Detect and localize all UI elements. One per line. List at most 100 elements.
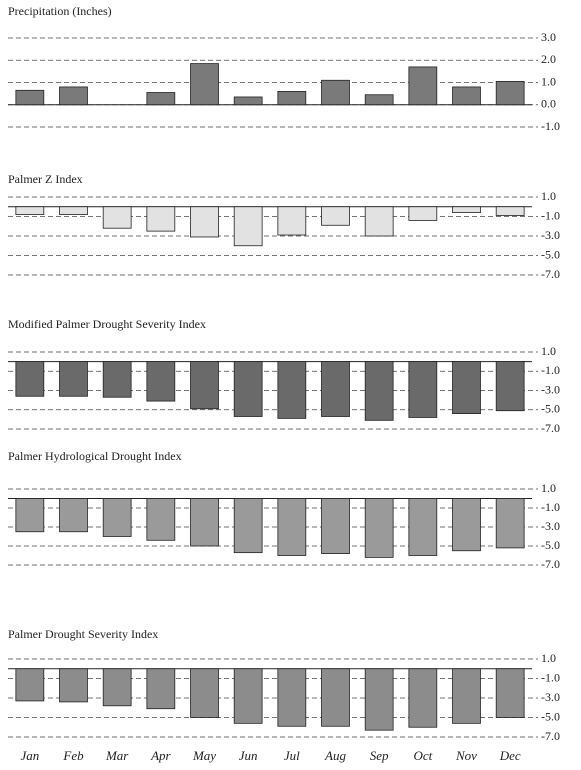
- bar: [321, 668, 350, 727]
- x-tick-label: Dec: [499, 748, 521, 763]
- y-tick-label: 1.0: [541, 344, 556, 358]
- bar: [146, 206, 176, 232]
- bar: [495, 361, 525, 412]
- y-tick-label: 1.0: [541, 189, 556, 203]
- bar: [495, 206, 525, 216]
- bar: [146, 361, 176, 402]
- bar: [15, 668, 45, 702]
- bar: [321, 498, 350, 554]
- bar: [146, 668, 176, 710]
- chart-title: Modified Palmer Drought Severity Index: [8, 317, 206, 331]
- bar: [408, 668, 438, 728]
- bar: [408, 361, 438, 418]
- bar: [102, 668, 132, 707]
- y-tick-label: -3.0: [541, 228, 560, 242]
- bar: [408, 66, 438, 106]
- y-tick-label: -7.0: [541, 421, 560, 435]
- y-tick-label: -5.0: [541, 247, 560, 261]
- bar: [277, 206, 307, 236]
- y-tick-label: -5.0: [541, 709, 560, 723]
- y-tick-label: -3.0: [541, 690, 560, 704]
- y-tick-label: -5.0: [541, 538, 560, 552]
- x-tick-label: Jun: [239, 748, 258, 763]
- chart-title: Precipitation (Inches): [8, 4, 112, 18]
- bar: [190, 361, 219, 410]
- chart-title: Palmer Drought Severity Index: [8, 627, 158, 641]
- y-tick-label: -1.0: [541, 208, 560, 222]
- bar: [321, 361, 350, 417]
- bar: [495, 80, 525, 106]
- x-tick-label: Aug: [324, 748, 346, 763]
- bar: [364, 206, 394, 237]
- y-tick-label: 3.0: [541, 30, 556, 44]
- bar: [59, 206, 88, 215]
- bar: [233, 96, 263, 106]
- bar: [102, 361, 132, 398]
- bar: [495, 498, 525, 549]
- y-tick-label: -1.0: [541, 363, 560, 377]
- y-tick-label: -3.0: [541, 519, 560, 533]
- x-tick-label: May: [192, 748, 216, 763]
- bar: [452, 86, 481, 106]
- bar: [277, 668, 307, 727]
- bar: [15, 361, 45, 397]
- bar: [277, 498, 307, 556]
- bar: [233, 206, 263, 247]
- x-tick-label: Apr: [150, 748, 171, 763]
- x-tick-label: Nov: [455, 748, 477, 763]
- bar: [364, 668, 394, 731]
- bar: [15, 498, 45, 533]
- bar: [277, 361, 307, 419]
- y-tick-label: -1.0: [541, 670, 560, 684]
- bar: [408, 206, 438, 221]
- y-tick-label: -3.0: [541, 382, 560, 396]
- x-tick-label: Jan: [20, 748, 39, 763]
- bar: [190, 63, 219, 106]
- bar: [190, 206, 219, 238]
- y-tick-label: -5.0: [541, 402, 560, 416]
- bar: [452, 668, 481, 724]
- y-tick-label: -1.0: [541, 119, 560, 133]
- bar: [146, 498, 176, 541]
- bar: [233, 668, 263, 724]
- bar: [452, 206, 481, 213]
- bar: [452, 361, 481, 414]
- bar: [15, 206, 45, 215]
- bar: [495, 668, 525, 718]
- bar: [408, 498, 438, 556]
- bar: [102, 206, 132, 229]
- x-tick-label: Oct: [413, 748, 432, 763]
- y-tick-label: 1.0: [541, 74, 556, 88]
- bar: [59, 361, 88, 397]
- bar: [190, 668, 219, 718]
- y-tick-label: -7.0: [541, 557, 560, 571]
- x-tick-label: Jul: [284, 748, 300, 763]
- chart-title: Palmer Hydrological Drought Index: [8, 449, 182, 463]
- x-tick-label: Feb: [62, 748, 84, 763]
- y-tick-label: 1.0: [541, 651, 556, 665]
- y-tick-label: 2.0: [541, 52, 556, 66]
- bar: [190, 498, 219, 547]
- x-tick-label: Mar: [105, 748, 129, 763]
- y-tick-label: -1.0: [541, 500, 560, 514]
- y-tick-label: -7.0: [541, 267, 560, 281]
- bar: [321, 206, 350, 226]
- bar: [452, 498, 481, 552]
- y-tick-label: 1.0: [541, 481, 556, 495]
- x-tick-label: Sep: [370, 748, 389, 763]
- bar: [321, 79, 350, 106]
- bar: [102, 498, 132, 537]
- bar: [15, 89, 45, 106]
- bar: [59, 498, 88, 533]
- y-tick-label: 0.0: [541, 97, 556, 111]
- y-tick-label: -7.0: [541, 729, 560, 743]
- bar: [364, 94, 394, 106]
- chart-title: Palmer Z Index: [8, 172, 83, 186]
- bar: [364, 498, 394, 558]
- bar: [364, 361, 394, 421]
- bar: [233, 498, 263, 554]
- bar: [59, 668, 88, 703]
- bar: [277, 91, 307, 106]
- bar: [233, 361, 263, 417]
